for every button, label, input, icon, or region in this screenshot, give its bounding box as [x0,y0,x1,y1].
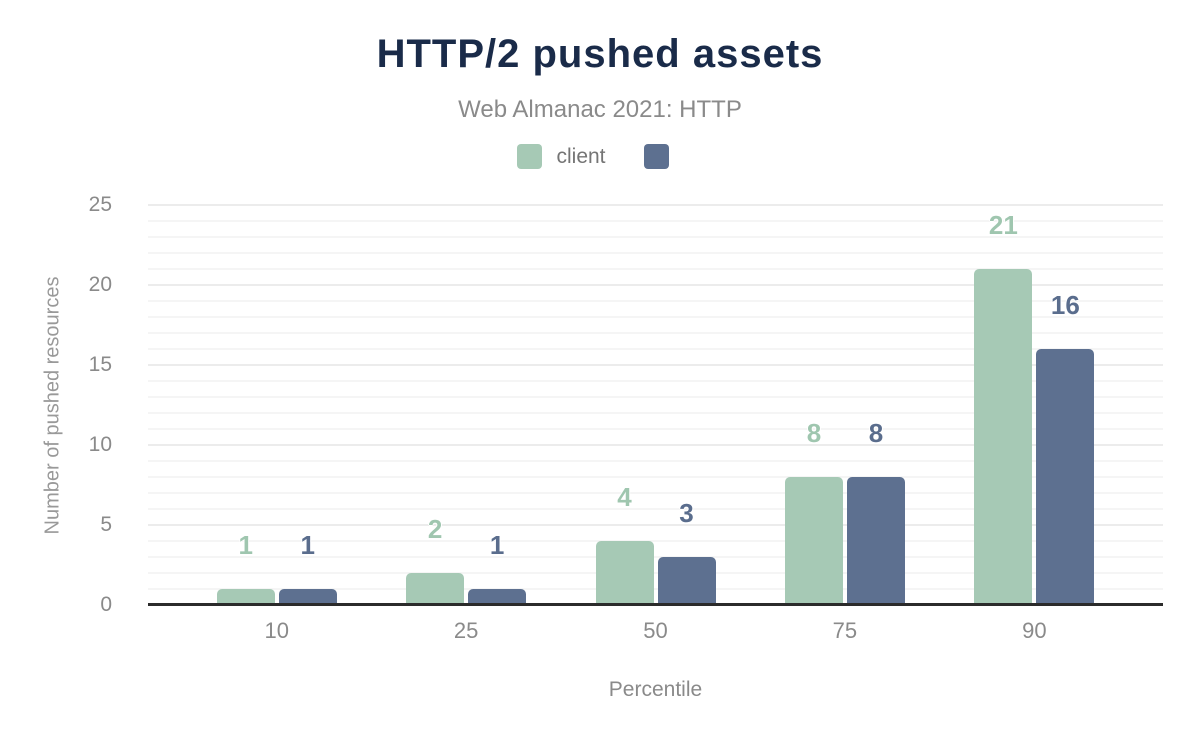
bar-value-label: 16 [1050,290,1080,320]
bar-series-2-p10: 1 [278,530,337,605]
bar-group-p10: 1 1 10 [182,205,371,643]
x-tick-label: 50 [643,618,668,643]
bar-value-label: 8 [868,418,884,448]
bar-client-p25: 2 [406,514,465,605]
bar-series-2-p90: 16 [1036,290,1095,605]
gridline [148,572,1163,574]
bar-value-label: 1 [489,530,505,560]
x-tick-label: 75 [832,618,858,643]
gridline [148,220,1163,222]
legend-item-client: client [517,144,606,169]
bar-group-p50: 4 3 50 [561,205,750,643]
bar-series-2-p75: 8 [846,418,905,605]
bar-value-label: 2 [427,514,443,544]
y-tick-label: 15 [88,353,112,376]
gridline [148,412,1163,414]
x-tick-label: 90 [1022,618,1047,643]
bar-client-p75: 8 [784,418,843,605]
y-tick-label: 10 [88,433,112,456]
gridline [148,444,1163,446]
plot-area: 1 1 10 2 1 25 4 3 50 8 8 75 21 16 90 [148,204,1163,643]
gridline [148,460,1163,462]
x-axis-title: Percentile [608,678,703,701]
legend-swatch [517,144,543,169]
bar-series-2-p50: 3 [657,498,716,605]
gridline [148,396,1163,398]
gridline [148,316,1163,318]
gridline [148,204,1163,206]
bar-value-label: 8 [806,418,822,448]
gridline [148,524,1163,526]
y-axis-ticks: 0 5 10 15 20 25 [0,193,112,616]
legend-swatch [643,144,669,169]
bar-value-label: 1 [238,530,253,560]
bar-value-label: 3 [679,498,694,528]
gridline [148,236,1163,238]
gridline [148,380,1163,382]
gridline [148,428,1163,430]
y-tick-label: 25 [88,193,112,216]
gridline [148,588,1163,590]
gridline [148,332,1163,334]
chart-title: HTTP/2 pushed assets [376,32,824,76]
gridline [148,476,1163,478]
gridline [148,348,1163,350]
gridline [148,364,1163,366]
y-tick-label: 5 [100,513,112,536]
bar-client-p50: 4 [595,482,654,605]
bar-group-p25: 2 1 25 [371,205,560,643]
bar-client-p90: 21 [974,210,1033,605]
legend-label: client [556,144,606,168]
gridline [148,492,1163,494]
bar-groups: 1 1 10 2 1 25 4 3 50 8 8 75 21 16 90 [182,205,1129,643]
gridline [148,300,1163,302]
x-tick-label: 10 [264,618,289,643]
chart-subtitle: Web Almanac 2021: HTTP [458,96,742,123]
bar-value-label: 21 [988,210,1018,240]
y-tick-label: 0 [100,593,112,616]
x-tick-label: 25 [453,618,479,643]
bar-series-2-p25: 1 [468,530,527,605]
gridline [148,252,1163,254]
bar-value-label: 1 [300,530,315,560]
gridline [148,540,1163,542]
gridline [148,508,1163,510]
bar-value-label: 4 [617,482,632,512]
bar-group-p90: 21 16 90 [940,205,1129,643]
legend-item-series-2 [643,144,683,169]
gridline [148,284,1163,286]
gridline [148,268,1163,270]
y-tick-label: 20 [88,273,112,296]
bar-client-p10: 1 [216,530,275,605]
x-axis-line [148,603,1163,606]
chart-legend: client [0,144,1200,169]
bar-group-p75: 8 8 75 [750,205,939,643]
gridline [148,556,1163,558]
